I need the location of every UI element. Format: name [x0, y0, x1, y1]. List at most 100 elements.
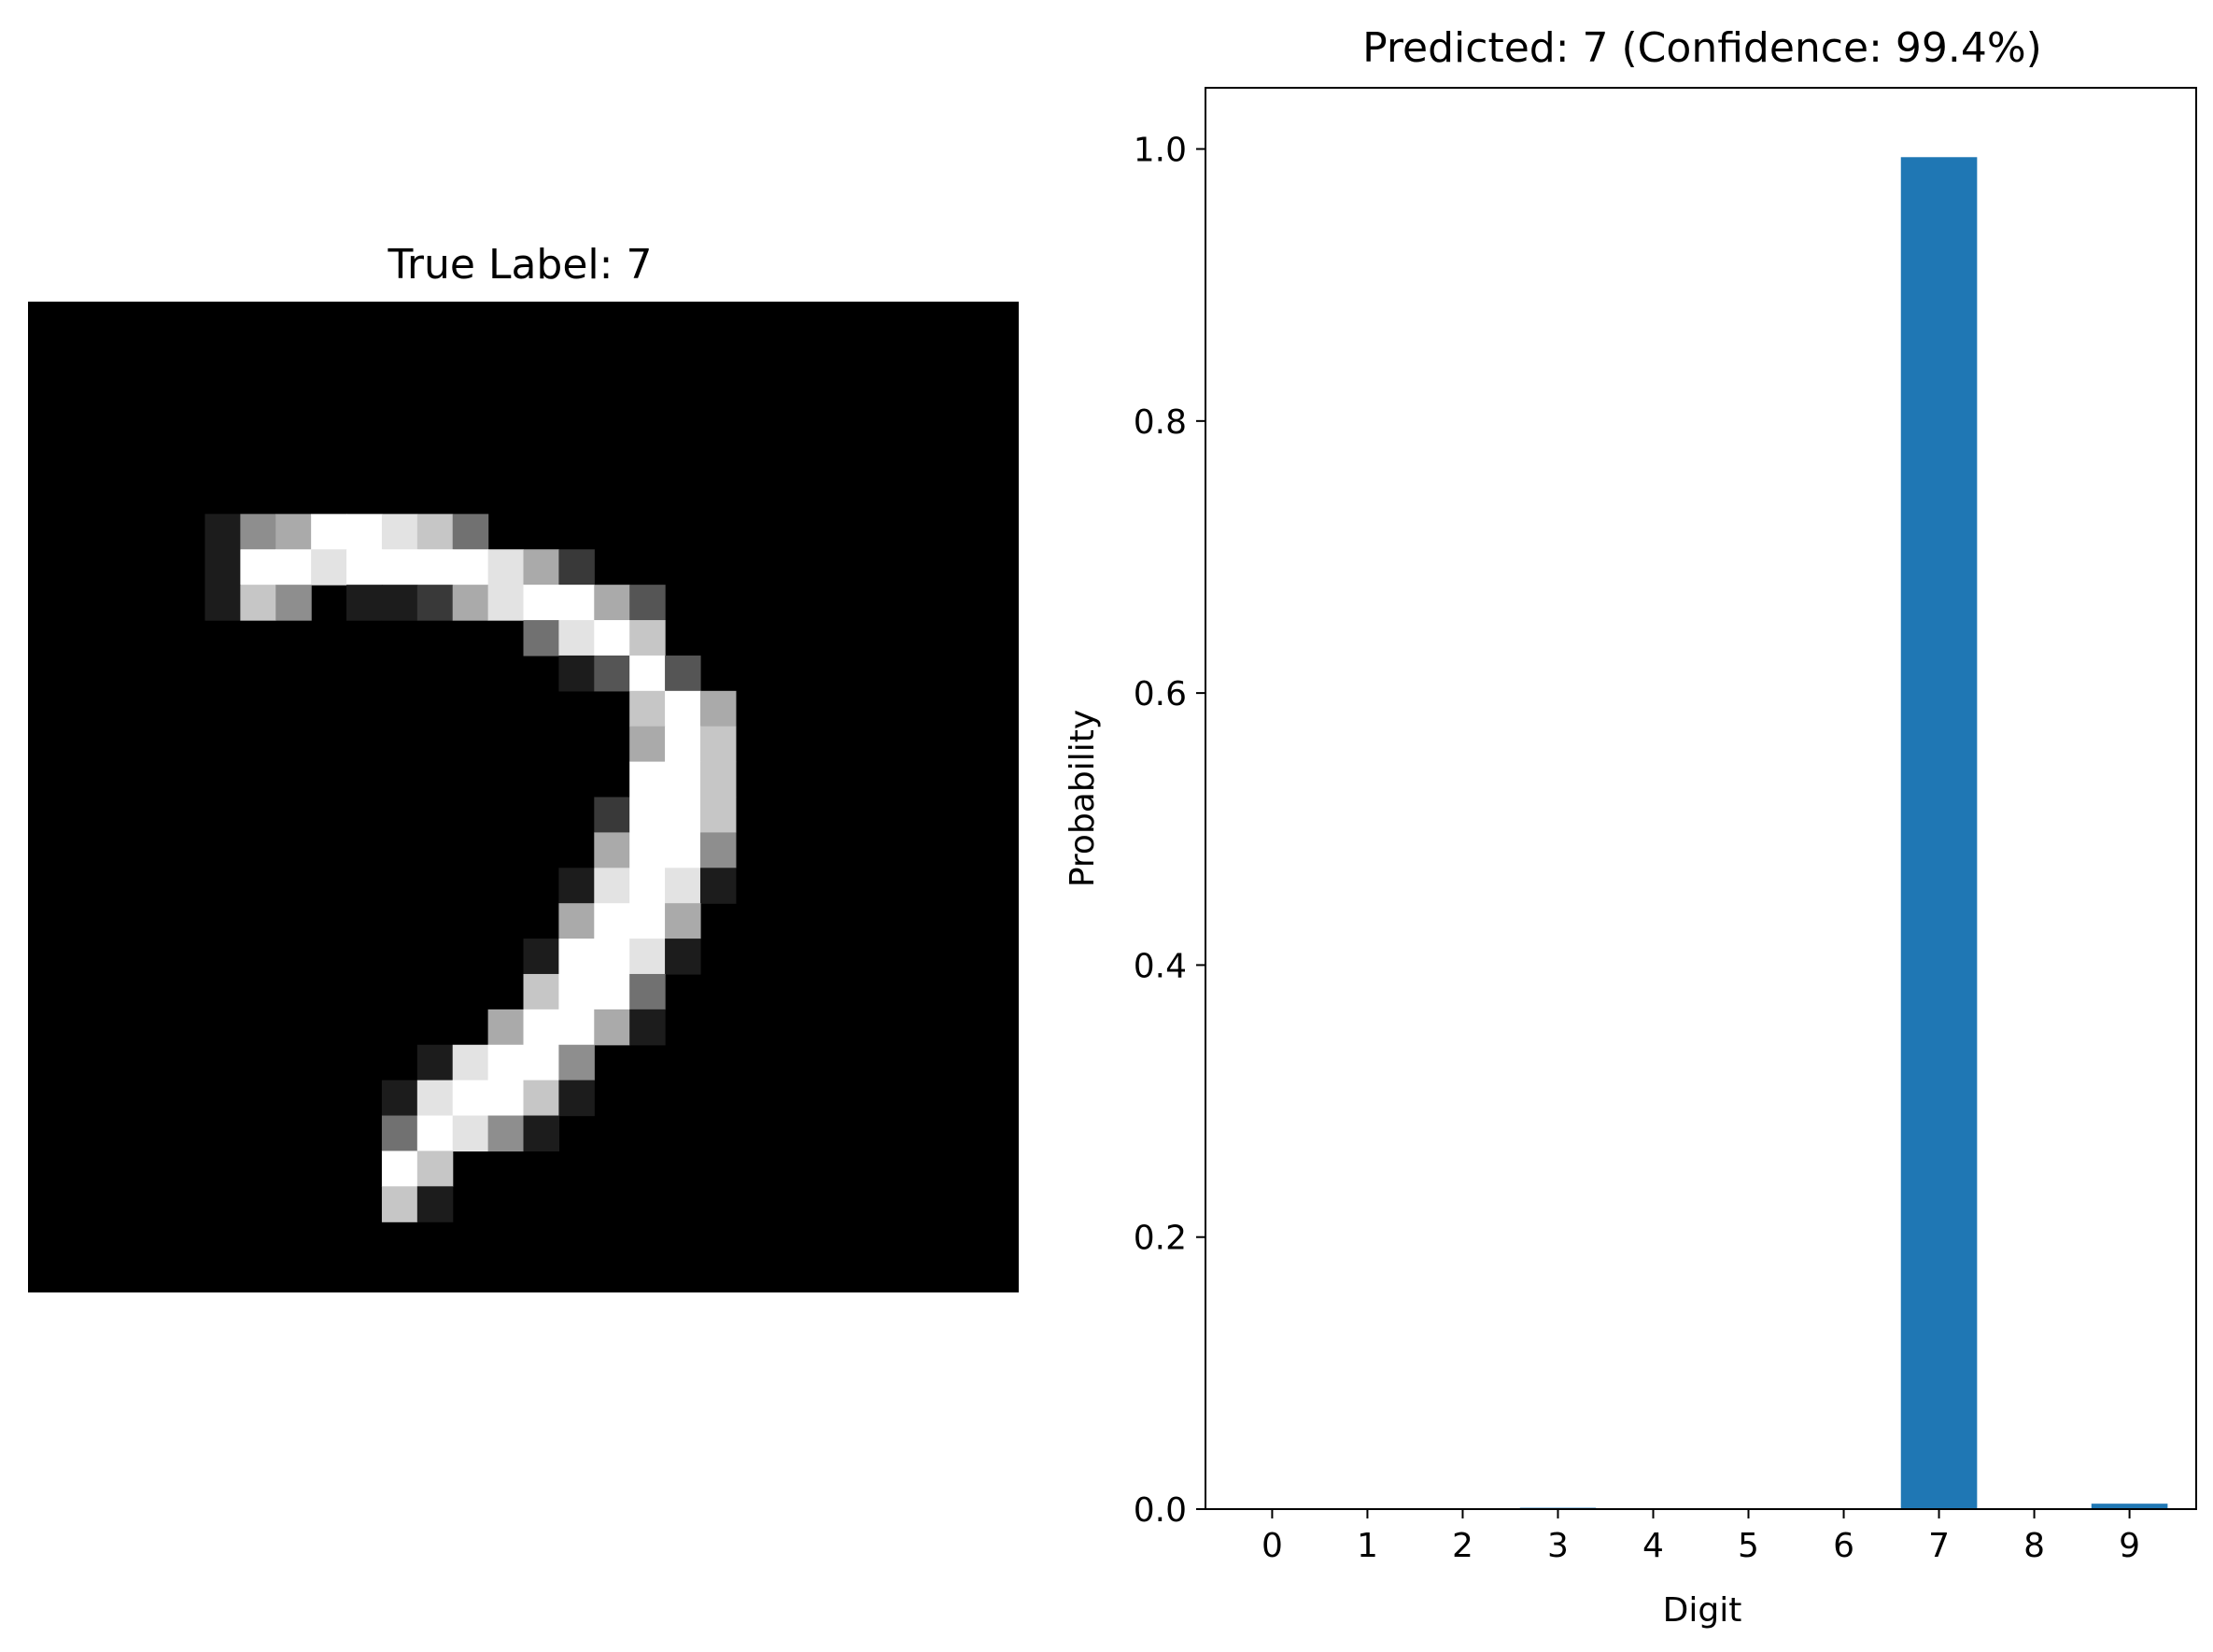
- digit-pixel: [417, 549, 453, 585]
- x-axis-ticks: 0 1 2 3 4 5 6 7 8 9: [1262, 1509, 2140, 1565]
- digit-pixel: [417, 1151, 453, 1186]
- y-axis-ticks: 0.0 0.2 0.4 0.6 0.8 1.0: [1134, 132, 1205, 1530]
- y-tick-label: 0.2: [1134, 1220, 1187, 1258]
- digit-pixel: [594, 939, 629, 974]
- digit-pixel: [488, 1080, 524, 1116]
- image-title: True Label: 7: [388, 241, 653, 289]
- digit-pixel: [558, 1080, 594, 1116]
- y-tick-label: 0.6: [1134, 675, 1187, 713]
- digit-pixel: [453, 1080, 488, 1116]
- y-tick-label: 0.4: [1134, 947, 1187, 985]
- digit-pixel: [558, 1045, 594, 1080]
- digit-pixel: [453, 514, 488, 549]
- digit-pixel: [453, 585, 488, 620]
- digit-pixel: [524, 1116, 559, 1151]
- digit-pixel: [629, 620, 665, 656]
- x-tick-label: 9: [2119, 1527, 2140, 1565]
- digit-pixel: [665, 939, 700, 974]
- digit-pixel: [700, 762, 736, 798]
- digit-pixel: [594, 798, 629, 833]
- digit-pixel: [453, 1116, 488, 1151]
- x-tick-label: 8: [2023, 1527, 2045, 1565]
- digit-pixel: [629, 939, 665, 974]
- y-tick-label: 0.8: [1134, 403, 1187, 442]
- digit-pixel: [417, 1045, 453, 1080]
- digit-pixel: [240, 514, 275, 549]
- digit-pixel: [665, 691, 700, 727]
- x-tick-label: 4: [1642, 1527, 1664, 1565]
- digit-pixel: [524, 549, 559, 585]
- digit-pixel: [558, 620, 594, 656]
- digit-pixel: [629, 585, 665, 620]
- digit-pixel: [382, 549, 417, 585]
- digit-pixel: [700, 691, 736, 727]
- digit-pixel: [629, 903, 665, 939]
- y-axis-label: Probability: [1064, 710, 1102, 887]
- digit-pixel: [204, 549, 240, 585]
- x-axis-label: Digit: [1663, 1591, 1742, 1630]
- digit-pixel: [594, 974, 629, 1010]
- digit-pixel: [665, 727, 700, 762]
- digit-pixel: [629, 656, 665, 691]
- digit-pixel: [524, 939, 559, 974]
- digit-pixel: [382, 1116, 417, 1151]
- digit-pixel: [275, 585, 311, 620]
- digit-pixel: [524, 974, 559, 1010]
- digit-pixel: [382, 1151, 417, 1186]
- digit-pixel: [558, 585, 594, 620]
- digit-pixel: [524, 585, 559, 620]
- digit-pixel: [558, 656, 594, 691]
- digit-pixel: [594, 585, 629, 620]
- digit-pixel: [204, 585, 240, 620]
- digit-pixel: [629, 762, 665, 798]
- digit-pixel: [417, 1080, 453, 1116]
- digit-pixel: [417, 514, 453, 549]
- digit-pixel: [558, 1010, 594, 1045]
- digit-pixel: [629, 974, 665, 1010]
- digit-pixel: [558, 939, 594, 974]
- digit-pixel: [594, 1010, 629, 1045]
- digit-pixel: [524, 1010, 559, 1045]
- x-tick-label: 7: [1928, 1527, 1950, 1565]
- x-tick-label: 3: [1547, 1527, 1569, 1565]
- bars: [1520, 157, 2168, 1509]
- digit-pixel: [629, 798, 665, 833]
- digit-pixel: [629, 832, 665, 868]
- digit-pixel: [417, 1116, 453, 1151]
- digit-pixel: [488, 1116, 524, 1151]
- digit-pixel: [558, 549, 594, 585]
- digit-pixel: [240, 585, 275, 620]
- digit-pixel: [629, 727, 665, 762]
- digit-pixel: [524, 620, 559, 656]
- digit-pixel: [665, 832, 700, 868]
- digit-pixel: [558, 974, 594, 1010]
- digit-pixel: [275, 549, 311, 585]
- digit-pixel: [382, 1186, 417, 1221]
- digit-pixel: [488, 549, 524, 585]
- digit-pixel: [346, 549, 382, 585]
- digit-pixel: [488, 585, 524, 620]
- digit-pixel: [665, 903, 700, 939]
- x-tick-label: 6: [1833, 1527, 1854, 1565]
- digit-pixel: [346, 585, 382, 620]
- digit-pixel: [594, 832, 629, 868]
- digit-pixel: [382, 585, 417, 620]
- digit-pixel: [275, 514, 311, 549]
- digit-pixel: [665, 798, 700, 833]
- digit-pixel: [204, 514, 240, 549]
- digit-pixel: [382, 1080, 417, 1116]
- digit-pixel: [524, 1080, 559, 1116]
- digit-pixel: [700, 832, 736, 868]
- y-tick-label: 1.0: [1134, 132, 1187, 170]
- digit-pixel: [311, 514, 346, 549]
- digit-pixel: [417, 1186, 453, 1221]
- digit-pixel: [700, 868, 736, 903]
- digit-pixel: [240, 549, 275, 585]
- digit-pixel: [665, 762, 700, 798]
- digit-pixel: [558, 903, 594, 939]
- digit-pixel: [311, 549, 346, 585]
- digit-pixel: [524, 1045, 559, 1080]
- digit-pixel: [629, 691, 665, 727]
- x-tick-label: 1: [1357, 1527, 1378, 1565]
